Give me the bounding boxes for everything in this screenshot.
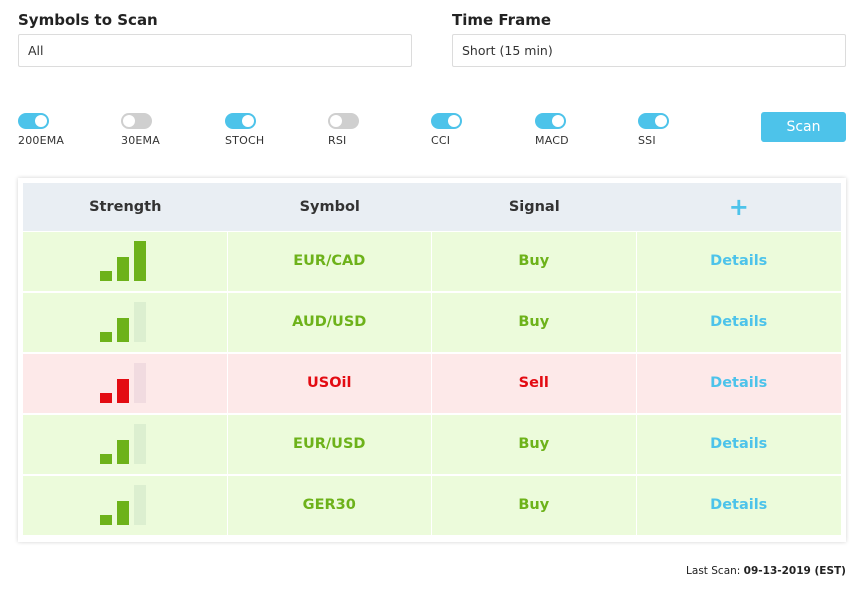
toggle-label: 30EMA bbox=[121, 134, 160, 147]
strength-bar bbox=[134, 302, 146, 342]
last-scan: Last Scan: 09-13-2019 (EST) bbox=[686, 565, 846, 577]
strength-bar bbox=[117, 318, 129, 342]
strength-bar bbox=[117, 440, 129, 464]
toggle-30ema[interactable]: 30EMA bbox=[121, 113, 181, 147]
timeframe-label: Time Frame bbox=[452, 11, 552, 29]
strength-bar bbox=[100, 454, 112, 464]
details-link[interactable]: Details bbox=[710, 436, 768, 452]
symbol-cell: AUD/USD bbox=[228, 293, 432, 352]
table-row: AUD/USD Buy Details bbox=[23, 293, 841, 352]
toggle-knob bbox=[242, 115, 254, 127]
table-row: EUR/USD Buy Details bbox=[23, 415, 841, 474]
toggle-200ema[interactable]: 200EMA bbox=[18, 113, 78, 147]
strength-cell bbox=[23, 476, 228, 535]
strength-cell bbox=[23, 415, 228, 474]
add-column-button[interactable]: + bbox=[728, 193, 749, 221]
toggle-label: STOCH bbox=[225, 134, 265, 147]
strength-bar bbox=[117, 501, 129, 525]
strength-bar bbox=[134, 424, 146, 464]
last-scan-value: 09-13-2019 (EST) bbox=[743, 565, 846, 577]
strength-bar bbox=[100, 271, 112, 281]
toggle-label: MACD bbox=[535, 134, 569, 147]
table-row: EUR/CAD Buy Details bbox=[23, 232, 841, 291]
toggle-switch[interactable] bbox=[121, 113, 152, 129]
table-row: GER30 Buy Details bbox=[23, 476, 841, 535]
strength-bars-icon bbox=[100, 361, 148, 403]
toggle-label: RSI bbox=[328, 134, 347, 147]
strength-cell bbox=[23, 293, 228, 352]
details-link[interactable]: Details bbox=[710, 375, 768, 391]
details-link[interactable]: Details bbox=[710, 253, 768, 269]
signal-cell: Buy bbox=[432, 232, 637, 291]
strength-bar bbox=[100, 332, 112, 342]
toggle-label: 200EMA bbox=[18, 134, 65, 147]
timeframe-select[interactable]: Short (15 min) bbox=[452, 34, 846, 67]
symbol-cell: GER30 bbox=[228, 476, 432, 535]
toggle-stoch[interactable]: STOCH bbox=[225, 113, 285, 147]
toggle-knob bbox=[123, 115, 135, 127]
symbols-label: Symbols to Scan bbox=[18, 11, 158, 29]
header-strength: Strength bbox=[89, 199, 162, 215]
strength-bars-icon bbox=[100, 300, 148, 342]
results-table: Strength Symbol Signal + EUR/CAD Buy Detai… bbox=[18, 178, 846, 542]
signal-cell: Buy bbox=[432, 415, 637, 474]
header-signal: Signal bbox=[508, 199, 560, 215]
strength-bar bbox=[100, 515, 112, 525]
toggle-switch[interactable] bbox=[225, 113, 256, 129]
strength-bars-icon bbox=[100, 422, 148, 464]
signal-cell: Sell bbox=[432, 354, 637, 413]
strength-cell bbox=[23, 232, 228, 291]
strength-bar bbox=[134, 363, 146, 403]
details-link[interactable]: Details bbox=[710, 314, 768, 330]
signal-cell: Buy bbox=[432, 476, 637, 535]
signal-cell: Buy bbox=[432, 293, 637, 352]
last-scan-label: Last Scan: bbox=[686, 565, 741, 577]
strength-bar bbox=[134, 241, 146, 281]
toggle-knob bbox=[552, 115, 564, 127]
details-link[interactable]: Details bbox=[710, 497, 768, 513]
table-row: USOil Sell Details bbox=[23, 354, 841, 413]
strength-bar bbox=[134, 485, 146, 525]
strength-bars-icon bbox=[100, 239, 148, 281]
toggle-label: SSI bbox=[638, 134, 656, 147]
header-symbol: Symbol bbox=[299, 199, 360, 215]
toggle-switch[interactable] bbox=[535, 113, 566, 129]
toggle-knob bbox=[655, 115, 667, 127]
strength-bar bbox=[100, 393, 112, 403]
strength-bars-icon bbox=[100, 483, 148, 525]
symbol-cell: USOil bbox=[228, 354, 432, 413]
symbols-select[interactable]: All bbox=[18, 34, 412, 67]
toggle-switch[interactable] bbox=[638, 113, 669, 129]
toggle-switch[interactable] bbox=[18, 113, 49, 129]
toggle-macd[interactable]: MACD bbox=[535, 113, 595, 147]
toggle-knob bbox=[330, 115, 342, 127]
toggle-ssi[interactable]: SSI bbox=[638, 113, 698, 147]
toggle-knob bbox=[35, 115, 47, 127]
toggle-switch[interactable] bbox=[328, 113, 359, 129]
scan-button[interactable]: Scan bbox=[761, 112, 846, 142]
strength-bar bbox=[117, 257, 129, 281]
strength-cell bbox=[23, 354, 228, 413]
table-header: Strength Symbol Signal + bbox=[23, 183, 841, 231]
strength-bar bbox=[117, 379, 129, 403]
toggle-label: CCI bbox=[431, 134, 451, 147]
symbol-cell: EUR/USD bbox=[228, 415, 432, 474]
toggle-switch[interactable] bbox=[431, 113, 462, 129]
symbol-cell: EUR/CAD bbox=[228, 232, 432, 291]
toggle-cci[interactable]: CCI bbox=[431, 113, 491, 147]
toggle-knob bbox=[448, 115, 460, 127]
toggle-rsi[interactable]: RSI bbox=[328, 113, 388, 147]
